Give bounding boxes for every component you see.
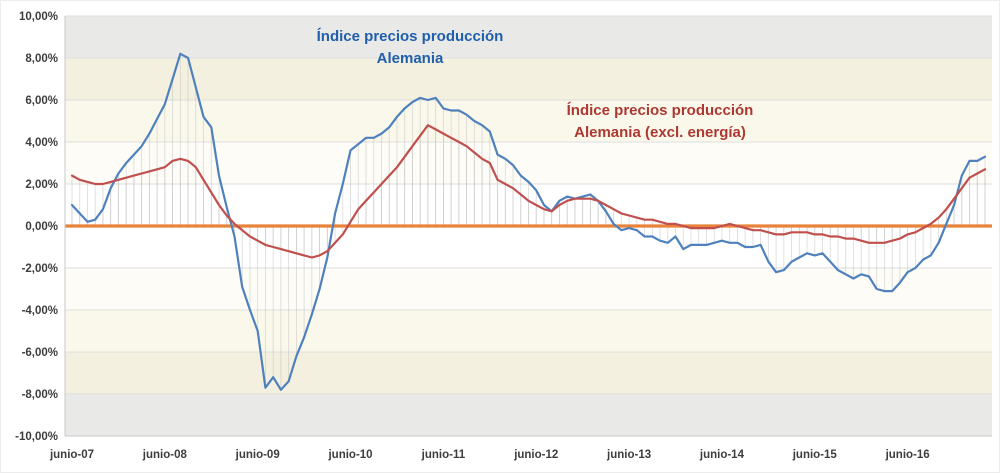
series-line-0	[70, 52, 987, 391]
y-tick-label: -8,00%	[22, 389, 58, 401]
y-tick-label: 4,00%	[25, 137, 58, 149]
annotation-text-line: Alemania (excl. energía)	[574, 124, 746, 141]
x-tick-label: junio-12	[513, 449, 558, 461]
x-tick-label: junio-10	[327, 449, 372, 461]
y-tick-label: 10,00%	[19, 11, 58, 23]
plot-band	[65, 394, 992, 436]
y-tick-label: -6,00%	[22, 347, 58, 359]
y-tick-label: 6,00%	[25, 95, 58, 107]
x-tick-label: junio-07	[49, 449, 94, 461]
series-line-1	[70, 124, 987, 259]
plot-band	[65, 310, 992, 352]
annotation-ppi-alemania: Índice precios producción Alemania	[285, 26, 535, 70]
y-tick-label: 8,00%	[25, 53, 58, 65]
plot-band	[65, 142, 992, 184]
plot-band	[65, 268, 992, 310]
y-tick-label: 2,00%	[25, 179, 58, 191]
plot-band	[65, 16, 992, 58]
plot-band	[65, 58, 992, 100]
x-tick-label: junio-14	[699, 449, 745, 461]
y-tick-label: 0,00%	[25, 221, 58, 233]
plot-band	[65, 352, 992, 394]
x-tick-label: junio-09	[235, 449, 280, 461]
x-tick-label: junio-13	[606, 449, 651, 461]
x-tick-label: junio-15	[792, 449, 838, 461]
x-tick-label: junio-11	[421, 449, 466, 461]
y-tick-label: -4,00%	[22, 305, 58, 317]
annotation-ppi-alemania-excl-energia: Índice precios producción Alemania (excl…	[528, 100, 792, 144]
annotation-text-line: Alemania	[376, 50, 444, 67]
annotation-text-line: Índice precios producción	[316, 28, 504, 45]
x-tick-label: junio-08	[142, 449, 188, 461]
plot-band	[65, 100, 992, 142]
annotation-text-line: Índice precios producción	[566, 102, 754, 119]
y-tick-label: -2,00%	[22, 263, 58, 275]
y-tick-label: -10,00%	[15, 431, 58, 443]
x-tick-label: junio-16	[885, 449, 930, 461]
